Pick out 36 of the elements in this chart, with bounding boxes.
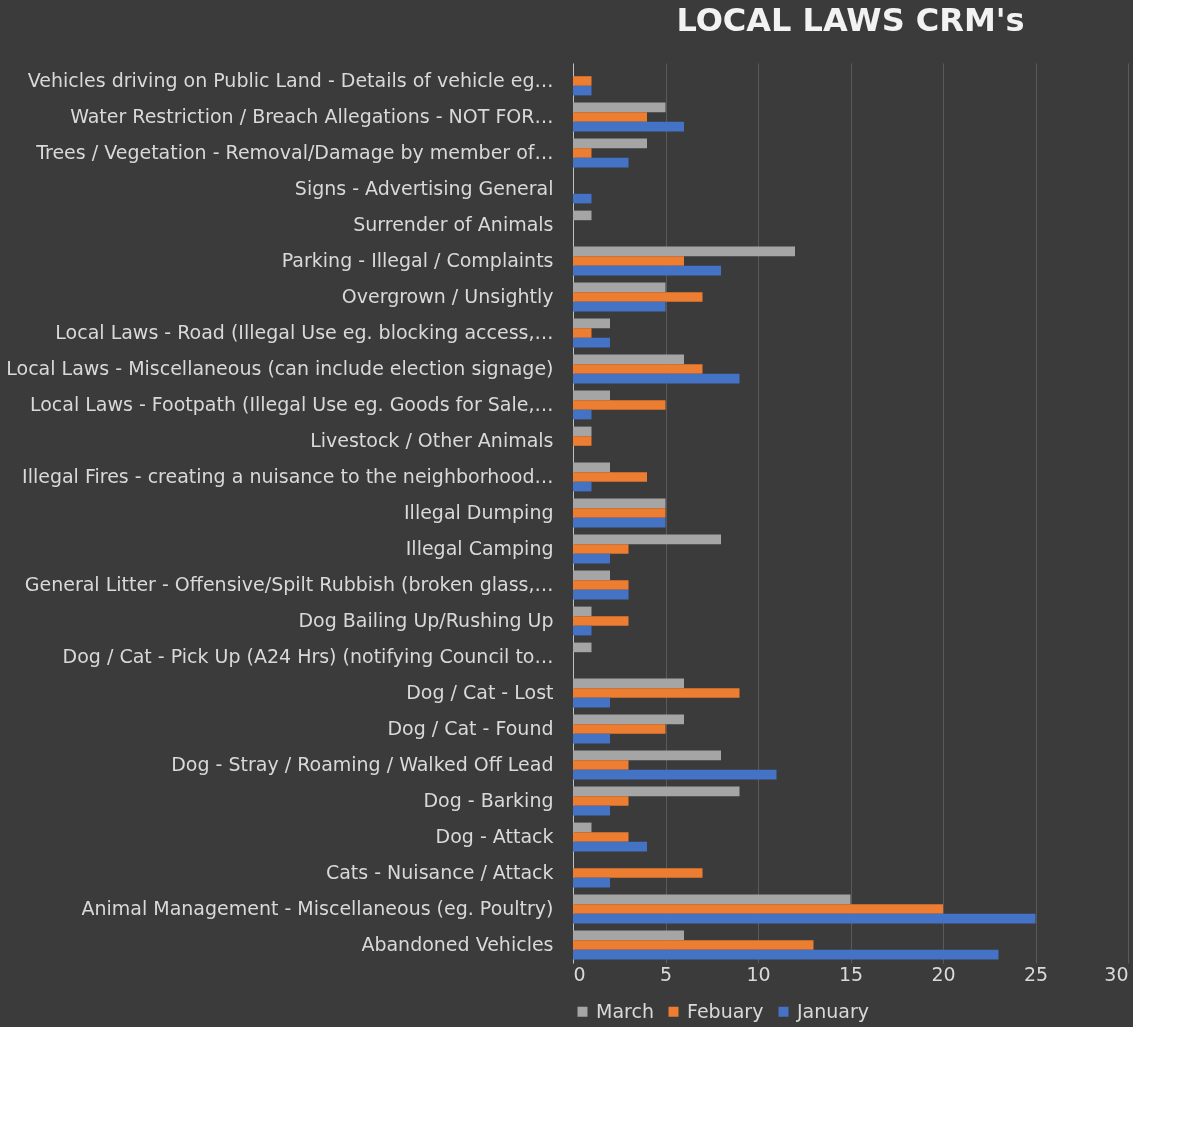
x-tick-label: 0 [573, 962, 586, 985]
y-tick-label: Dog / Cat - Found [387, 717, 554, 739]
y-tick-label: Cats - Nuisance / Attack [325, 861, 554, 883]
y-tick-label: Parking - Illegal / Complaints [281, 249, 554, 271]
y-tick-label: Dog / Cat - Lost [406, 681, 554, 703]
x-tick-label: 20 [931, 962, 956, 985]
y-tick-label: Local Laws - Road (Illegal Use eg. blocking access,… [55, 321, 554, 343]
y-tick-label: Water Restriction / Breach Allegations - NOT FOR… [70, 105, 554, 127]
y-tick-label: Illegal Fires - creating a nuisance to the neighborhood… [22, 465, 554, 487]
y-tick-label: Livestock / Other Animals [310, 429, 554, 451]
y-tick-label: Vehicles driving on Public Land - Details of vehicle eg… [27, 69, 554, 91]
x-tick-label: 30 [1104, 962, 1129, 985]
y-tick-label: Dog - Stray / Roaming / Walked Off Lead [171, 753, 554, 775]
y-tick-label: Animal Management - Miscellaneous (eg. Poultry) [81, 897, 554, 919]
legend-label: Febuary [687, 999, 764, 1022]
y-tick-label: Illegal Dumping [404, 501, 554, 523]
y-tick-label: Trees / Vegetation - Removal/Damage by member of… [35, 141, 554, 163]
x-tick-label: 15 [838, 962, 864, 985]
y-tick-label: Overgrown / Unsightly [341, 285, 554, 307]
chart-title: LOCAL LAWS CRM's [676, 1, 1025, 39]
x-tick-label: 25 [1023, 962, 1049, 985]
x-tick-label: 5 [659, 962, 673, 985]
legend-label: January [796, 999, 870, 1022]
y-tick-label: Signs - Advertising General [294, 177, 554, 199]
y-tick-label: Surrender of Animals [353, 213, 554, 235]
y-tick-label: Dog - Attack [435, 825, 554, 847]
y-tick-label: Dog / Cat - Pick Up (A24 Hrs) (notifying Council to… [62, 645, 554, 667]
y-tick-label: Local Laws - Footpath (Illegal Use eg. Goods for Sale,… [29, 393, 554, 415]
y-tick-label: Dog - Barking [423, 789, 554, 811]
x-tick-label: 10 [746, 962, 771, 985]
y-tick-label: General Litter - Offensive/Spilt Rubbish (broken glass,… [24, 573, 554, 595]
legend-label: March [596, 999, 654, 1022]
y-tick-label: Abandoned Vehicles [361, 933, 554, 955]
y-tick-label: Illegal Camping [405, 537, 554, 559]
y-tick-label: Local Laws - Miscellaneous (can include election signage) [6, 357, 554, 379]
y-tick-label: Dog Bailing Up/Rushing Up [298, 609, 554, 631]
